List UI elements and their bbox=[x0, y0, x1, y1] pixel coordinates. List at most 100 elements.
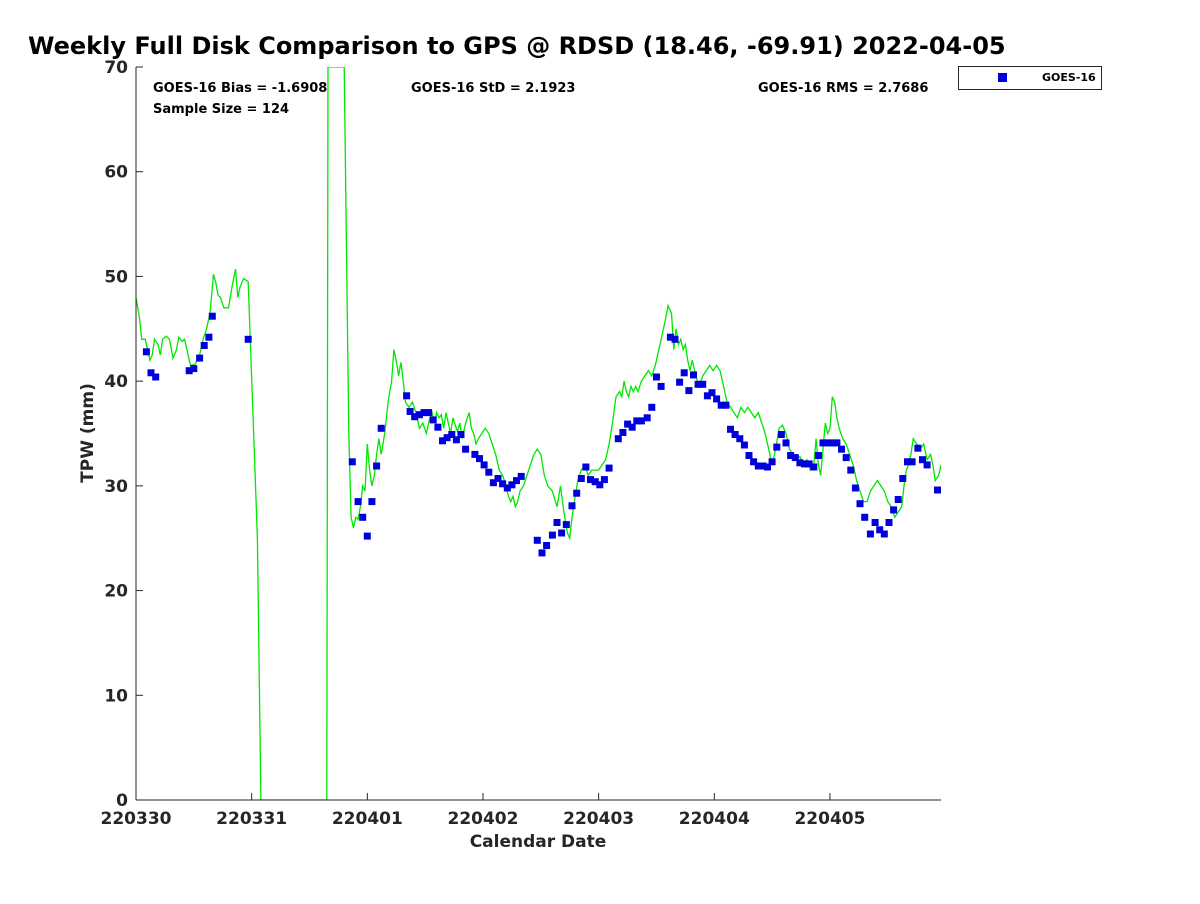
goes-point bbox=[759, 462, 767, 470]
goes-point bbox=[657, 382, 665, 390]
rms-stat: GOES-16 RMS = 2.7686 bbox=[758, 81, 928, 96]
goes-point bbox=[600, 476, 608, 484]
goes-point bbox=[842, 454, 850, 462]
sample-size-stat: Sample Size = 124 bbox=[153, 102, 289, 117]
goes-point bbox=[348, 458, 356, 466]
goes-point bbox=[190, 365, 198, 373]
goes-point bbox=[543, 542, 551, 549]
goes-point bbox=[768, 458, 776, 466]
goes-point bbox=[805, 460, 813, 468]
goes-point bbox=[244, 335, 252, 343]
goes-point bbox=[919, 456, 926, 464]
goes-point bbox=[713, 395, 721, 403]
x-tick-label: 220401 bbox=[332, 809, 403, 829]
goes-point bbox=[851, 484, 859, 492]
y-tick-label: 70 bbox=[104, 58, 128, 78]
goes-point bbox=[666, 333, 674, 341]
goes-point bbox=[676, 378, 684, 386]
goes-point bbox=[196, 354, 204, 362]
y-tick-label: 50 bbox=[104, 267, 128, 287]
goes-point bbox=[787, 452, 795, 459]
gps-line bbox=[136, 67, 941, 800]
goes-point bbox=[880, 530, 888, 538]
goes-point bbox=[425, 409, 433, 417]
goes-point bbox=[494, 475, 502, 482]
goes-point bbox=[605, 464, 613, 472]
legend-box bbox=[958, 66, 1102, 90]
x-tick-label: 220403 bbox=[563, 809, 634, 829]
goes-point bbox=[773, 443, 781, 451]
goes-point bbox=[457, 431, 465, 438]
goes-point bbox=[411, 413, 419, 421]
goes-point bbox=[354, 498, 362, 506]
x-axis-label: Calendar Date bbox=[470, 832, 607, 852]
goes-point bbox=[801, 460, 808, 468]
goes-point bbox=[462, 445, 470, 453]
goes-point bbox=[653, 373, 660, 381]
goes-point bbox=[471, 450, 479, 458]
goes-point bbox=[899, 475, 907, 482]
stats-block: GOES-16 Bias = -1.6908 Sample Size = 124… bbox=[153, 81, 928, 117]
goes-point bbox=[764, 463, 771, 471]
goes-point bbox=[591, 478, 599, 486]
goes-point bbox=[142, 348, 150, 356]
goes-point bbox=[923, 461, 931, 469]
goes-point bbox=[838, 445, 845, 453]
goes-point bbox=[415, 411, 423, 419]
goes-point bbox=[538, 549, 546, 557]
goes-series bbox=[142, 312, 941, 557]
goes-point bbox=[200, 342, 208, 349]
goes-point bbox=[934, 486, 941, 494]
goes-point bbox=[782, 439, 790, 447]
goes-point bbox=[796, 459, 804, 467]
goes-point bbox=[508, 481, 516, 489]
goes-point bbox=[513, 477, 520, 485]
goes-point bbox=[699, 380, 707, 388]
goes-point bbox=[443, 434, 451, 442]
goes-point bbox=[847, 466, 855, 474]
goes-point bbox=[406, 408, 414, 415]
chart-title: Weekly Full Disk Comparison to GPS @ RDS… bbox=[28, 32, 1006, 60]
y-tick-label: 40 bbox=[104, 372, 128, 392]
goes-point bbox=[885, 519, 893, 526]
goes-point bbox=[373, 462, 381, 470]
goes-point bbox=[727, 425, 734, 433]
goes-point bbox=[434, 423, 442, 431]
goes-point bbox=[703, 392, 711, 400]
goes-point bbox=[573, 489, 581, 497]
x-tick-label: 220405 bbox=[794, 809, 865, 829]
goes-point bbox=[904, 458, 911, 466]
goes-point bbox=[499, 480, 507, 488]
goes-point bbox=[582, 463, 590, 471]
goes-point bbox=[894, 496, 902, 503]
goes-point bbox=[745, 452, 753, 459]
y-tick-label: 30 bbox=[104, 477, 128, 497]
goes-point bbox=[754, 462, 762, 470]
goes-point bbox=[833, 439, 841, 447]
goes-point bbox=[643, 414, 651, 422]
goes-point bbox=[740, 441, 748, 449]
goes-point bbox=[914, 444, 922, 452]
goes-point bbox=[814, 452, 822, 459]
goes-point bbox=[690, 371, 697, 379]
goes-point bbox=[890, 506, 898, 514]
goes-point bbox=[480, 461, 488, 469]
goes-point bbox=[429, 416, 437, 424]
x-tick-label: 220404 bbox=[679, 809, 750, 829]
goes-point bbox=[637, 417, 645, 425]
goes-point bbox=[750, 458, 758, 466]
goes-point bbox=[489, 479, 497, 487]
goes-point bbox=[614, 435, 622, 443]
goes-point bbox=[208, 312, 216, 320]
goes-point bbox=[577, 475, 585, 482]
goes-point bbox=[717, 401, 725, 409]
goes-point bbox=[476, 455, 483, 463]
goes-point bbox=[568, 502, 576, 510]
goes-point bbox=[152, 373, 160, 381]
goes-point bbox=[448, 431, 456, 438]
std-stat: GOES-16 StD = 2.1923 bbox=[411, 81, 575, 96]
goes-point bbox=[871, 519, 879, 526]
goes-point bbox=[722, 401, 730, 409]
goes-point bbox=[587, 476, 594, 484]
